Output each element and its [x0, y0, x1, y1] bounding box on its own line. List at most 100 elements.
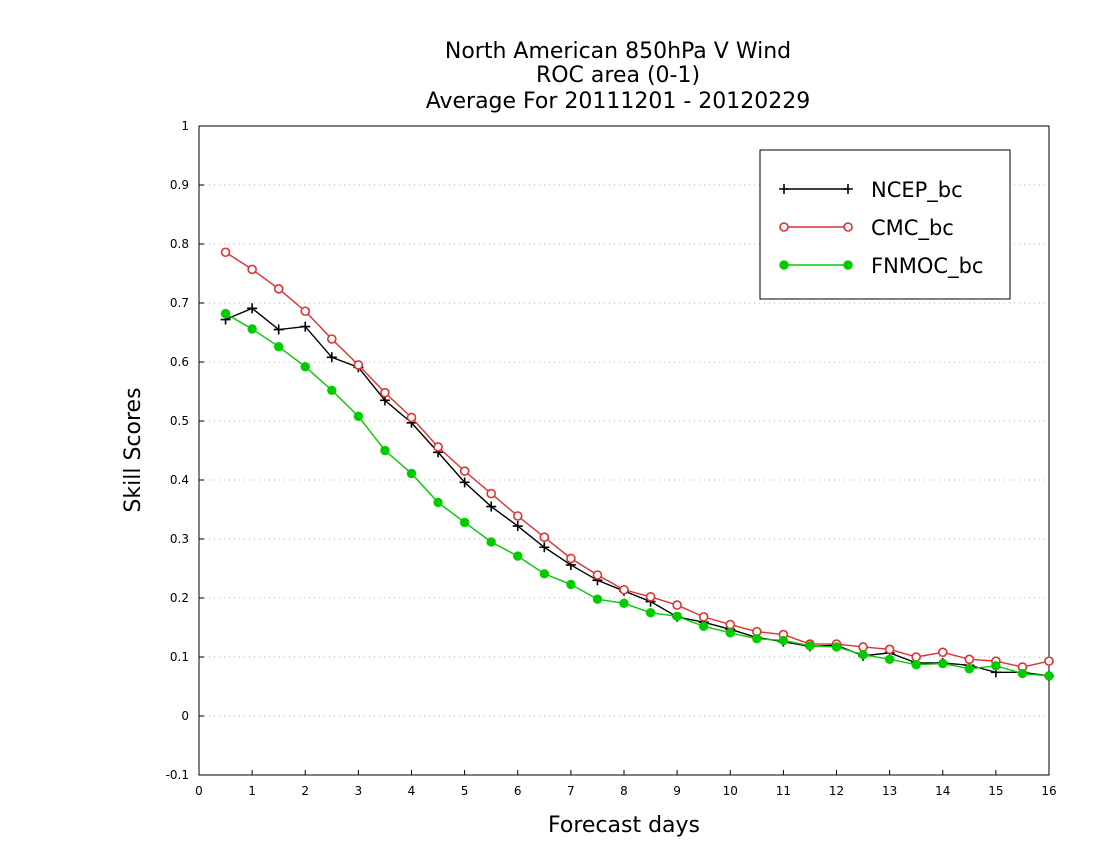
- data-point-cmc-bc: [273, 284, 284, 294]
- data-point-fnmoc-bc: [938, 658, 948, 669]
- data-point-cmc-bc: [592, 570, 603, 580]
- data-point-cmc-bc: [220, 247, 231, 258]
- data-point-fnmoc-bc: [380, 445, 390, 456]
- data-point-fnmoc-bc: [220, 308, 231, 319]
- x-tick-label: 13: [882, 784, 897, 798]
- data-point-fnmoc-bc: [539, 569, 550, 579]
- y-tick-label: 0.5: [170, 414, 189, 428]
- legend: NCEP_bc CMC_bc FNMOC_bc: [759, 149, 1011, 300]
- data-point-ncep-bc: [247, 303, 258, 314]
- gridlines: [199, 184, 1049, 717]
- data-point-ncep-bc: [539, 542, 550, 553]
- data-point-cmc-bc: [964, 654, 975, 665]
- y-tick-label: 0.1: [170, 650, 189, 664]
- data-point-fnmoc-bc: [273, 341, 284, 352]
- x-tick-label: 3: [355, 784, 363, 798]
- data-point-cmc-bc: [672, 600, 682, 610]
- series-line-fnmoc-bc: [225, 313, 1050, 677]
- data-point-cmc-bc: [725, 619, 736, 630]
- data-point-fnmoc-bc: [805, 641, 815, 651]
- data-point-cmc-bc: [698, 612, 709, 622]
- x-tick-label: 8: [620, 784, 628, 798]
- data-point-ncep-bc: [486, 501, 497, 512]
- y-tick-label: 0.4: [170, 473, 189, 487]
- data-point-fnmoc-bc: [778, 635, 789, 646]
- data-point-fnmoc-bc: [911, 659, 921, 670]
- data-point-cmc-bc: [619, 584, 629, 595]
- y-tick-label: 0.6: [170, 355, 189, 369]
- data-point-cmc-bc: [380, 387, 390, 398]
- series-line-ncep-bc: [225, 307, 1050, 677]
- data-point-fnmoc-bc: [858, 649, 868, 660]
- legend-marker: [843, 260, 853, 270]
- x-tick-label: 1: [248, 784, 256, 798]
- data-point-fnmoc-bc: [592, 594, 603, 604]
- data-point-fnmoc-bc: [884, 654, 895, 665]
- data-point-ncep-bc: [512, 521, 523, 532]
- series-fnmoc-bc: [220, 308, 1054, 681]
- legend-label: NCEP_bc: [871, 178, 963, 203]
- title-line-2: ROC area (0-1): [536, 63, 700, 88]
- data-point-fnmoc-bc: [433, 497, 443, 508]
- y-tick-label: 0: [181, 709, 189, 723]
- y-tick-label: -0.1: [166, 768, 189, 782]
- data-point-cmc-bc: [645, 592, 656, 602]
- x-tick-label: 12: [829, 784, 844, 798]
- x-tick-label: 10: [723, 784, 738, 798]
- data-point-cmc-bc: [486, 488, 496, 499]
- x-tick-label: 6: [514, 784, 522, 798]
- y-tick-label: 0.8: [170, 237, 189, 251]
- data-point-fnmoc-bc: [300, 362, 310, 372]
- data-point-fnmoc-bc: [406, 468, 417, 479]
- series-line-cmc-bc: [225, 251, 1050, 668]
- x-tick-label: 7: [567, 784, 575, 798]
- x-tick-label: 15: [988, 784, 1003, 798]
- legend-marker: [843, 184, 853, 194]
- x-tick-label: 2: [301, 784, 309, 798]
- data-point-cmc-bc: [937, 647, 948, 658]
- data-point-fnmoc-bc: [831, 642, 842, 652]
- data-point-cmc-bc: [353, 360, 364, 370]
- data-point-cmc-bc: [459, 466, 470, 476]
- legend-marker: [843, 222, 853, 232]
- legend-marker: [779, 184, 789, 194]
- data-point-fnmoc-bc: [752, 634, 762, 644]
- data-point-cmc-bc: [1044, 656, 1054, 666]
- y-tick-label: 0.3: [170, 532, 189, 546]
- title-line-1: North American 850hPa V Wind: [445, 39, 791, 64]
- data-point-cmc-bc: [433, 442, 443, 452]
- data-point-fnmoc-bc: [645, 608, 656, 618]
- data-series: [220, 247, 1054, 681]
- data-point-fnmoc-bc: [247, 324, 257, 334]
- data-point-cmc-bc: [539, 532, 550, 543]
- data-point-fnmoc-bc: [486, 537, 496, 547]
- data-point-fnmoc-bc: [698, 621, 709, 632]
- y-tick-label: 1: [181, 119, 189, 133]
- x-axis-title: Forecast days: [548, 813, 700, 838]
- legend-item-cmc-bc: CMC_bc: [779, 216, 954, 241]
- data-point-ncep-bc: [273, 324, 284, 335]
- x-tick-label: 5: [461, 784, 469, 798]
- data-point-fnmoc-bc: [353, 411, 364, 421]
- legend-item-ncep-bc: NCEP_bc: [779, 178, 963, 203]
- legend-label: FNMOC_bc: [871, 254, 983, 279]
- data-point-fnmoc-bc: [566, 579, 576, 590]
- x-tick-label: 4: [408, 784, 416, 798]
- data-point-ncep-bc: [300, 321, 311, 332]
- series-ncep-bc: [220, 303, 1054, 681]
- legend-label: CMC_bc: [871, 216, 954, 241]
- data-point-fnmoc-bc: [327, 385, 337, 396]
- data-point-cmc-bc: [247, 264, 257, 275]
- data-point-cmc-bc: [512, 511, 523, 521]
- data-point-fnmoc-bc: [964, 664, 975, 674]
- data-point-fnmoc-bc: [672, 611, 682, 621]
- data-point-cmc-bc: [566, 553, 576, 564]
- data-point-fnmoc-bc: [1017, 668, 1028, 679]
- legend-marker: [779, 260, 789, 270]
- data-point-fnmoc-bc: [513, 551, 523, 561]
- x-tick-label: 11: [776, 784, 791, 798]
- x-tick-label: 9: [673, 784, 681, 798]
- legend-marker: [779, 222, 789, 232]
- y-tick-label: 0.2: [170, 591, 189, 605]
